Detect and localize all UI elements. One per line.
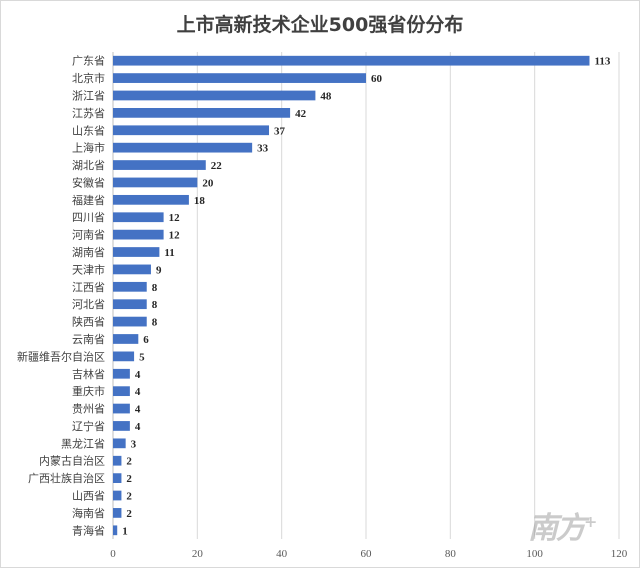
bar: [113, 525, 118, 536]
category-label: 浙江省: [72, 89, 105, 102]
data-label: 42: [295, 108, 307, 120]
x-tick-label: 120: [611, 548, 628, 560]
data-label: 33: [257, 143, 269, 155]
bar: [113, 108, 291, 118]
bar: [113, 368, 130, 379]
data-label: 113: [594, 56, 610, 68]
category-label: 山东省: [72, 124, 105, 137]
bar: [113, 73, 366, 83]
data-label: 3: [131, 438, 137, 450]
data-label: 60: [371, 73, 383, 85]
bar: [113, 455, 122, 466]
data-label: 6: [143, 334, 149, 346]
data-label: 48: [320, 90, 332, 102]
data-label: 12: [169, 212, 181, 224]
x-tick-label: 80: [445, 548, 457, 560]
data-label: 2: [126, 456, 132, 468]
category-label: 贵州省: [72, 403, 105, 416]
data-label: 22: [211, 160, 223, 172]
category-label: 河北省: [72, 298, 105, 311]
category-label: 安徽省: [72, 175, 105, 189]
data-label: 5: [139, 351, 145, 363]
x-tick-label: 20: [192, 548, 204, 560]
data-label: 11: [164, 247, 174, 259]
data-label: 8: [152, 282, 158, 294]
category-label: 上海市: [72, 141, 105, 155]
x-tick-label: 40: [276, 548, 288, 560]
bar: [113, 508, 122, 518]
category-label: 云南省: [72, 333, 105, 346]
bar: [113, 334, 139, 344]
bar: [113, 473, 122, 483]
data-label: 37: [274, 125, 286, 137]
data-label: 18: [194, 195, 206, 207]
category-label: 天津市: [72, 262, 105, 276]
bar: [113, 142, 253, 153]
data-label: 4: [135, 421, 141, 433]
bar: [113, 194, 189, 205]
bar: [113, 212, 164, 223]
data-label: 9: [156, 264, 162, 276]
bar: [113, 438, 126, 449]
category-label: 陕西省: [72, 315, 105, 329]
x-tick-label: 100: [526, 548, 543, 560]
category-label: 河南省: [72, 229, 105, 242]
data-label: 4: [135, 369, 141, 381]
category-label: 北京市: [72, 71, 105, 85]
category-label: 广西壮族自治区: [28, 471, 105, 485]
category-label: 内蒙古自治区: [39, 454, 105, 468]
category-label: 四川省: [72, 211, 105, 224]
x-tick-label: 60: [361, 548, 373, 560]
category-label: 吉林省: [72, 367, 105, 381]
bar: [113, 90, 316, 101]
bar: [113, 351, 135, 362]
data-label: 1: [122, 525, 128, 537]
data-label: 20: [202, 177, 214, 189]
data-label: 8: [152, 317, 158, 329]
x-tick-label: 0: [110, 548, 116, 560]
category-label: 黑龙江省: [61, 437, 105, 450]
bar: [113, 160, 206, 170]
data-label: 2: [126, 491, 132, 503]
data-label: 4: [135, 386, 141, 398]
category-label: 新疆维吾尔自治区: [17, 349, 105, 363]
bar: [113, 386, 130, 397]
category-label: 江西省: [72, 281, 105, 294]
chart-title: 上市高新技术企业500强省份分布: [176, 14, 464, 36]
category-label: 广东省: [72, 55, 105, 68]
category-label: 重庆市: [72, 384, 105, 398]
bar: [113, 421, 130, 431]
data-label: 8: [152, 299, 158, 311]
bar: [113, 247, 160, 257]
category-label: 辽宁省: [72, 419, 105, 433]
bar: [113, 299, 147, 310]
bar: [113, 55, 590, 66]
bar: [113, 125, 270, 136]
data-label: 4: [135, 404, 141, 416]
bar: [113, 229, 164, 240]
category-label: 江苏省: [72, 107, 105, 120]
bar: [113, 177, 198, 188]
category-label: 青海省: [72, 523, 105, 537]
bar: [113, 316, 147, 327]
category-label: 海南省: [72, 506, 105, 520]
bar: [113, 264, 151, 275]
data-label: 2: [126, 473, 132, 485]
category-label: 福建省: [72, 193, 105, 207]
bar: [113, 490, 122, 501]
bar: [113, 281, 147, 292]
data-label: 12: [169, 230, 181, 242]
bar: [113, 403, 130, 414]
category-label: 湖北省: [72, 159, 105, 172]
watermark-logo: 南方+: [528, 511, 597, 546]
category-label: 山西省: [72, 490, 105, 503]
data-label: 2: [126, 508, 132, 520]
category-label: 湖南省: [72, 246, 105, 259]
